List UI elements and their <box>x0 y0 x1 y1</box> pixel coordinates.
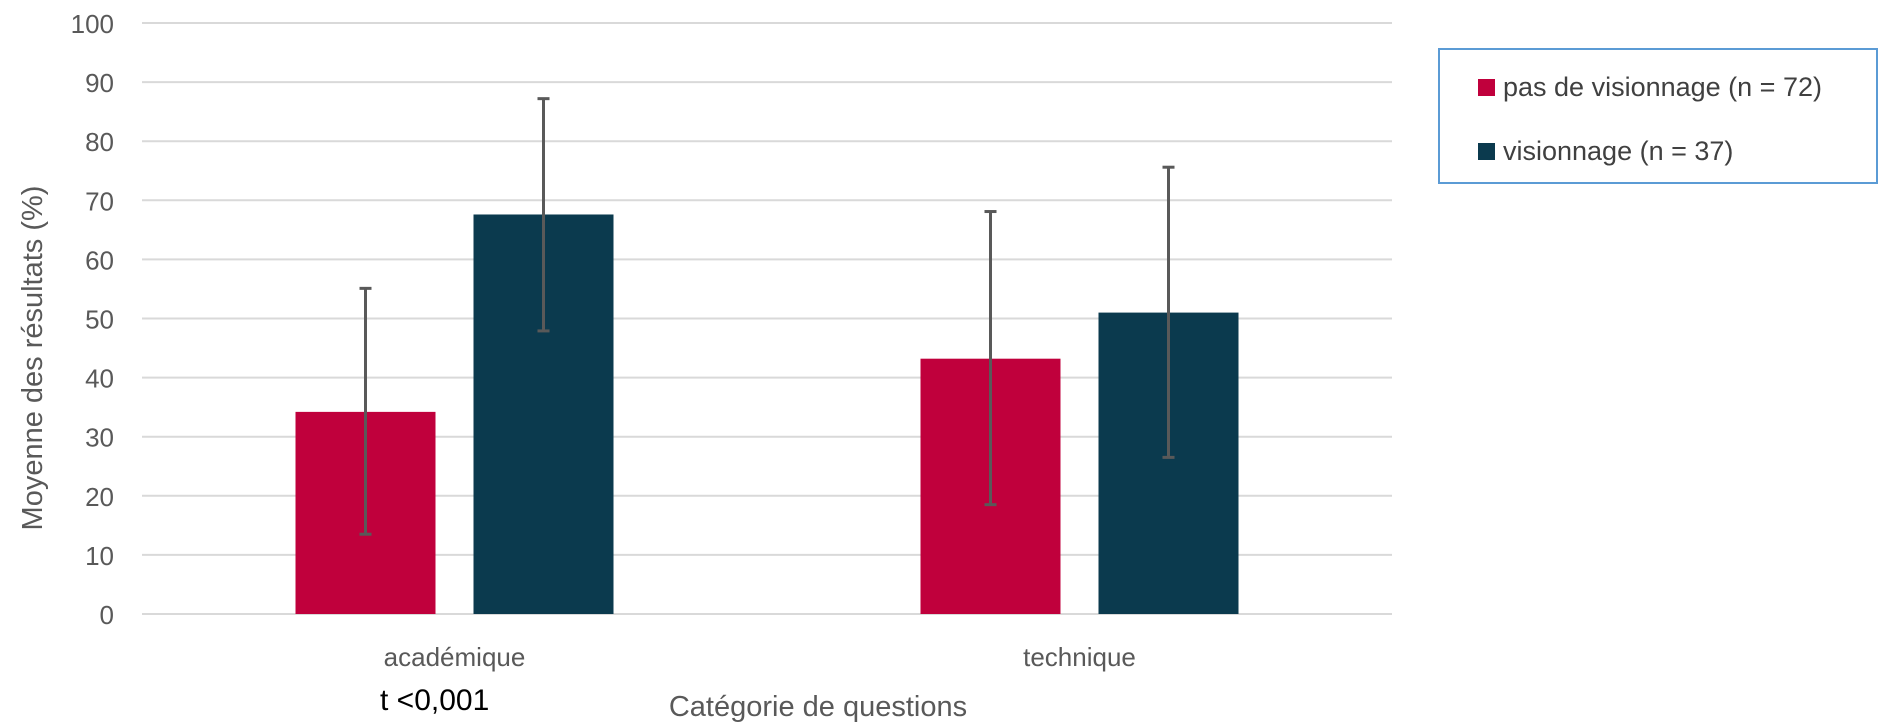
legend-swatch <box>1478 143 1495 160</box>
legend-label: pas de visionnage (n = 72) <box>1503 72 1822 102</box>
y-axis-label: Moyenne des résultats (%) <box>17 186 49 531</box>
legend: pas de visionnage (n = 72) visionnage (n… <box>1438 48 1878 184</box>
significance-annotation: t <0,001 <box>380 684 490 717</box>
y-tick-label: 20 <box>85 482 114 512</box>
y-tick-label: 70 <box>85 186 114 216</box>
legend-item-visionnage: visionnage (n = 37) <box>1478 136 1733 167</box>
y-tick-label: 30 <box>85 423 114 453</box>
x-tick-label: académique <box>384 642 526 672</box>
error-bars <box>359 97 1175 536</box>
error-bar <box>984 210 997 507</box>
legend-swatch <box>1478 79 1495 96</box>
error-bar <box>359 286 372 536</box>
y-tick-label: 80 <box>85 127 114 157</box>
error-bar <box>1162 165 1175 459</box>
y-tick-label: 10 <box>85 541 114 571</box>
y-tick-labels: 0 10 20 30 40 50 60 70 80 90 100 <box>71 9 114 630</box>
x-axis-label: Catégorie de questions <box>669 691 967 723</box>
y-tick-label: 100 <box>71 9 114 39</box>
y-tick-label: 60 <box>85 245 114 275</box>
y-tick-label: 0 <box>100 600 114 630</box>
y-tick-label: 90 <box>85 68 114 98</box>
error-bar <box>537 97 550 333</box>
y-tick-label: 40 <box>85 364 114 394</box>
y-tick-label: 50 <box>85 305 114 335</box>
x-tick-label: technique <box>1023 642 1136 672</box>
legend-label: visionnage (n = 37) <box>1503 136 1734 166</box>
x-tick-labels: académique technique <box>384 642 1136 672</box>
legend-item-pas-de-visionnage: pas de visionnage (n = 72) <box>1478 72 1822 103</box>
